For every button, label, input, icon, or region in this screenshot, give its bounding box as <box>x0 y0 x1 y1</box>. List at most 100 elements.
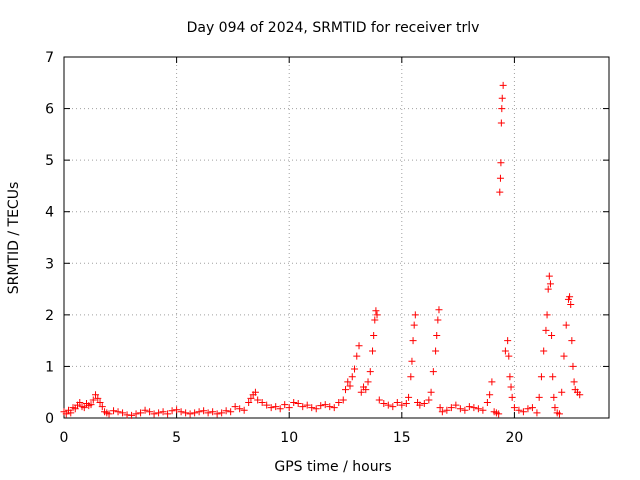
data-point <box>420 400 428 408</box>
data-point <box>452 401 460 409</box>
data-point <box>71 405 79 413</box>
data-point <box>119 409 127 417</box>
x-axis-label: GPS time / hours <box>274 459 391 475</box>
data-point <box>357 388 365 396</box>
data-point <box>146 408 154 416</box>
data-point <box>128 411 136 419</box>
data-point <box>222 407 230 415</box>
data-point <box>285 404 293 412</box>
data-point <box>435 306 443 314</box>
data-point <box>427 388 435 396</box>
data-point <box>303 401 311 409</box>
data-point <box>114 408 122 416</box>
y-tick-label: 4 <box>45 205 54 221</box>
data-point <box>326 403 334 411</box>
data-point <box>558 388 566 396</box>
data-point <box>425 396 433 404</box>
data-point <box>209 408 217 416</box>
data-point <box>398 401 406 409</box>
data-point <box>508 393 516 401</box>
data-point <box>370 331 378 339</box>
data-point <box>535 393 543 401</box>
data-point <box>168 407 176 415</box>
data-point <box>351 365 359 373</box>
data-point <box>346 382 354 390</box>
data-point <box>173 406 181 414</box>
data-point <box>321 401 329 409</box>
x-tick-label: 5 <box>172 430 181 446</box>
data-point <box>362 386 370 394</box>
data-point <box>474 405 482 413</box>
y-tick-label: 2 <box>45 308 54 324</box>
x-tick-label: 10 <box>280 430 298 446</box>
data-point <box>568 337 576 345</box>
data-point <box>488 378 496 386</box>
data-point <box>402 400 410 408</box>
data-point <box>353 352 361 360</box>
data-point <box>200 407 208 415</box>
data-point <box>528 404 536 412</box>
data-point <box>245 399 253 407</box>
data-point <box>486 391 494 399</box>
data-point <box>67 409 75 417</box>
data-point <box>62 410 70 418</box>
data-point <box>496 174 504 182</box>
data-point <box>308 404 316 412</box>
data-point <box>540 347 548 355</box>
data-point <box>281 401 289 409</box>
data-point <box>542 326 550 334</box>
chart-title: Day 094 of 2024, SRMTID for receiver trl… <box>187 20 480 36</box>
data-point <box>434 316 442 324</box>
data-point <box>456 405 464 413</box>
data-point <box>498 94 506 102</box>
y-tick-label: 6 <box>45 102 54 118</box>
data-point <box>375 396 383 404</box>
data-point <box>436 404 444 412</box>
data-point <box>330 404 338 412</box>
x-tick-label: 15 <box>393 430 411 446</box>
data-point <box>380 400 388 408</box>
data-point <box>132 410 140 418</box>
data-point <box>548 331 556 339</box>
data-point <box>389 403 397 411</box>
data-point <box>432 347 440 355</box>
data-point <box>543 311 551 319</box>
data-point <box>479 406 487 414</box>
data-point <box>461 406 469 414</box>
y-tick-label: 0 <box>45 411 54 427</box>
data-point <box>499 81 507 89</box>
data-point <box>567 301 575 309</box>
y-axis-label: SRMTID / TECUs <box>6 182 22 295</box>
x-tick-label: 0 <box>60 430 69 446</box>
data-point <box>372 307 380 315</box>
data-point <box>335 399 343 407</box>
data-point <box>433 331 441 339</box>
data-point <box>496 188 504 196</box>
data-point <box>411 311 419 319</box>
data-point <box>438 408 446 416</box>
data-point <box>515 406 523 414</box>
data-point <box>164 410 172 418</box>
data-point <box>76 399 84 407</box>
data-point <box>339 396 347 404</box>
data-point <box>384 401 392 409</box>
data-point <box>240 406 248 414</box>
y-tick-label: 3 <box>45 256 54 272</box>
data-point <box>251 388 259 396</box>
data-point <box>155 409 163 417</box>
data-point <box>150 410 158 418</box>
data-point <box>227 408 235 416</box>
data-series <box>60 81 584 419</box>
data-point <box>373 311 381 319</box>
data-point <box>510 404 518 412</box>
data-point <box>342 386 350 394</box>
data-point <box>272 403 280 411</box>
data-point <box>504 337 512 345</box>
data-point <box>570 378 578 386</box>
data-point <box>123 411 131 419</box>
data-point <box>80 404 88 412</box>
data-point <box>409 337 417 345</box>
data-point <box>247 394 255 402</box>
data-point <box>92 391 100 399</box>
data-point <box>267 404 275 412</box>
